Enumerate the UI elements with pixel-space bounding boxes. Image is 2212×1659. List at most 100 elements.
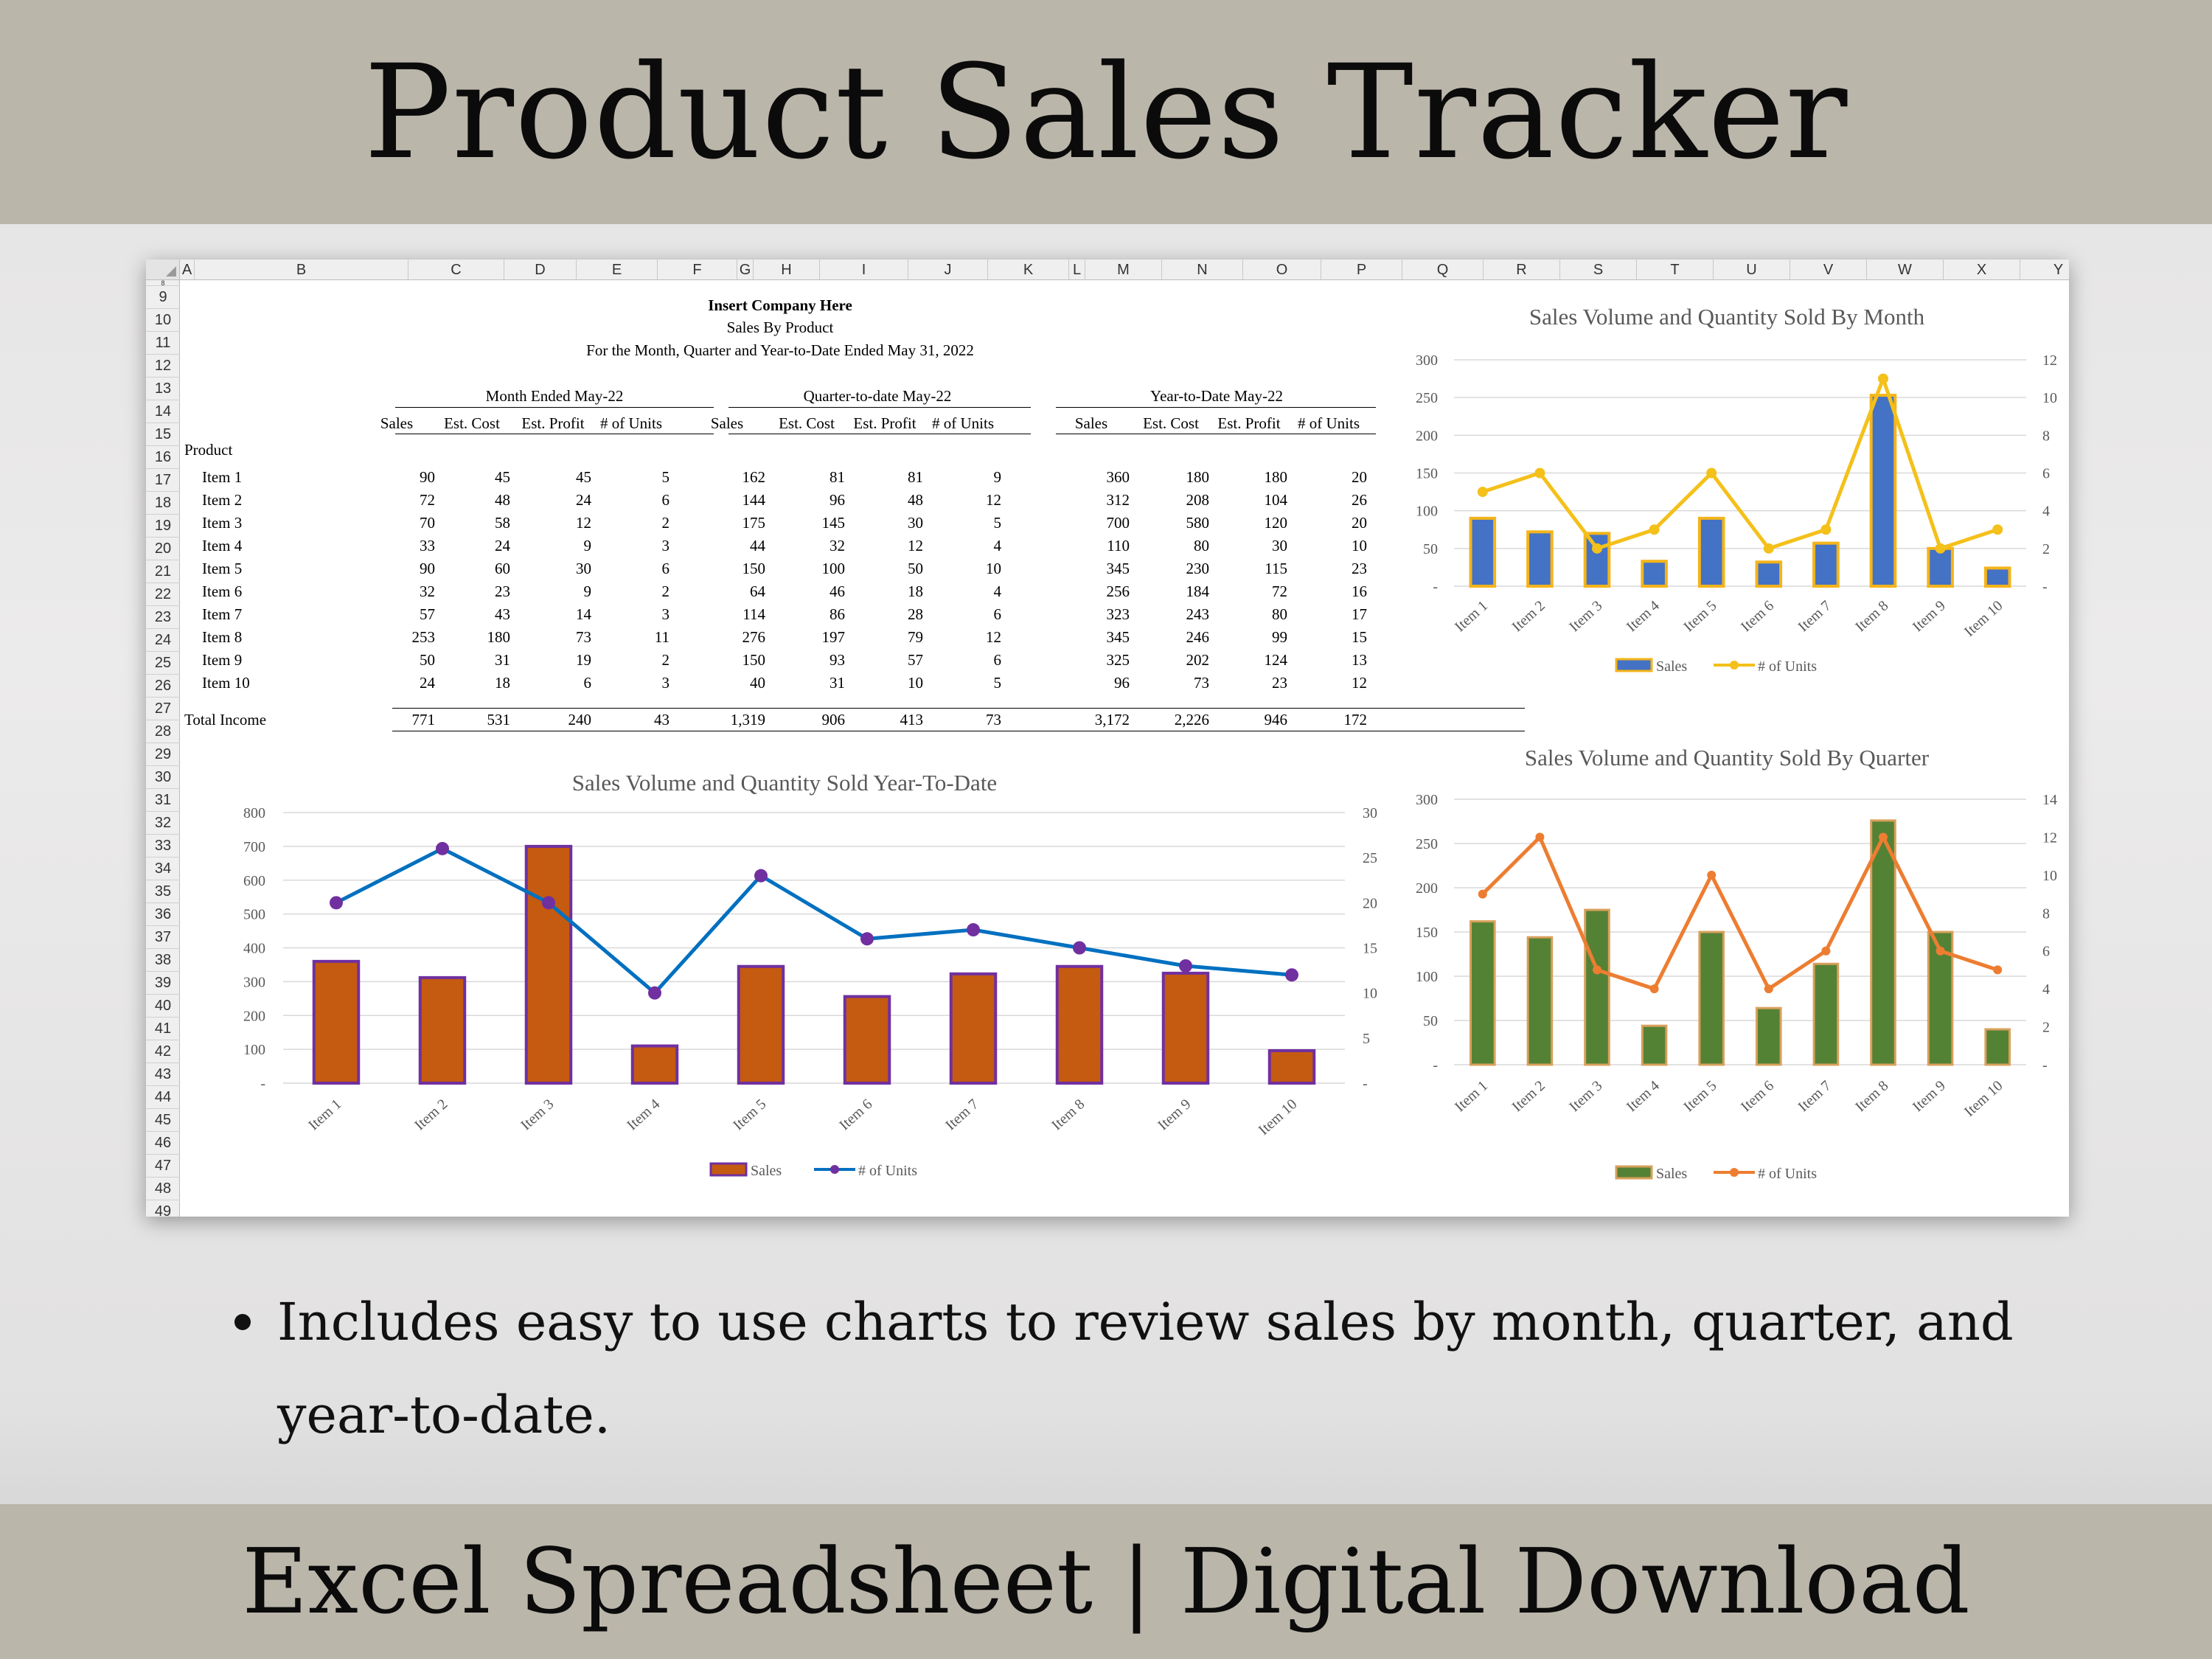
subheader-ytd-1[interactable]: Est. Cost [1143, 414, 1199, 432]
row-header-9[interactable]: 9 [146, 286, 180, 309]
cell-ytd-0[interactable]: 96 [1114, 674, 1130, 692]
cell-ytd-3[interactable]: 15 [1352, 628, 1367, 646]
cell-ytd-1[interactable]: 184 [1186, 582, 1210, 600]
units-point[interactable] [1821, 946, 1831, 956]
cell-qtd-0[interactable]: 175 [742, 514, 766, 532]
column-header-g[interactable]: G [737, 260, 754, 280]
item-name[interactable]: Item 5 [202, 560, 243, 577]
cell-qtd-0[interactable]: 150 [742, 560, 766, 577]
units-line[interactable] [1481, 832, 1998, 992]
cell-ytd-3[interactable]: 26 [1352, 491, 1367, 509]
cell-qtd-1[interactable]: 86 [830, 605, 845, 623]
cell-month-2[interactable]: 19 [576, 651, 591, 669]
cell-month-1[interactable]: 180 [487, 628, 511, 646]
cell-qtd-2[interactable]: 18 [908, 582, 923, 600]
sales-bar[interactable] [524, 844, 573, 1085]
total-month-0[interactable]: 771 [411, 711, 436, 728]
item-name[interactable]: Item 1 [202, 468, 243, 486]
cell-month-2[interactable]: 73 [576, 628, 591, 646]
cell-qtd-0[interactable]: 150 [742, 651, 766, 669]
row-header-42[interactable]: 42 [146, 1040, 180, 1063]
row-header-11[interactable]: 11 [146, 332, 180, 355]
sales-bar[interactable] [1469, 516, 1497, 588]
column-header-r[interactable]: R [1484, 260, 1560, 280]
cell-month-2[interactable]: 9 [583, 582, 592, 600]
cell-month-3[interactable]: 2 [661, 514, 670, 532]
sales-bar[interactable] [1984, 1028, 2011, 1066]
subheader-month-0[interactable]: Sales [380, 414, 414, 432]
units-point[interactable] [1706, 467, 1717, 479]
cell-qtd-2[interactable]: 57 [908, 651, 923, 669]
cell-month-2[interactable]: 14 [576, 605, 591, 623]
column-header-t[interactable]: T [1637, 260, 1714, 280]
units-point[interactable] [754, 869, 768, 883]
row-header-41[interactable]: 41 [146, 1018, 180, 1040]
cell-ytd-0[interactable]: 325 [1106, 651, 1130, 669]
row-header-39[interactable]: 39 [146, 972, 180, 995]
select-all-corner[interactable] [146, 260, 180, 280]
units-point[interactable] [967, 923, 980, 937]
units-point[interactable] [1073, 941, 1086, 955]
sales-bar[interactable] [1927, 546, 1954, 588]
cell-ytd-3[interactable]: 23 [1352, 560, 1367, 577]
cell-qtd-3[interactable]: 6 [993, 651, 1002, 669]
group-header-qtd[interactable]: Quarter-to-date May-22 [803, 387, 952, 405]
units-point[interactable] [1535, 832, 1545, 842]
sales-bar[interactable] [1055, 964, 1104, 1085]
cell-ytd-1[interactable]: 243 [1186, 605, 1210, 623]
item-name[interactable]: Item 9 [202, 651, 243, 669]
item-name[interactable]: Item 2 [202, 491, 243, 509]
cell-ytd-3[interactable]: 16 [1352, 582, 1367, 600]
total-ytd-0[interactable]: 3,172 [1094, 711, 1130, 728]
total-qtd-2[interactable]: 413 [900, 711, 924, 728]
cell-qtd-1[interactable]: 197 [821, 628, 846, 646]
row-header-32[interactable]: 32 [146, 812, 180, 835]
cell-qtd-3[interactable]: 12 [986, 628, 1001, 646]
column-header-j[interactable]: J [908, 260, 988, 280]
cell-ytd-2[interactable]: 115 [1265, 560, 1287, 577]
cell-month-3[interactable]: 11 [654, 628, 669, 646]
row-header-25[interactable]: 25 [146, 652, 180, 675]
cell-month-3[interactable]: 3 [661, 605, 670, 623]
row-header-49[interactable]: 49 [146, 1200, 180, 1217]
cell-month-0[interactable]: 33 [420, 537, 435, 554]
sales-bar[interactable] [418, 975, 467, 1085]
sales-bar[interactable] [1869, 394, 1897, 588]
total-month-1[interactable]: 531 [487, 711, 511, 728]
units-point[interactable] [1179, 959, 1192, 973]
cell-qtd-1[interactable]: 32 [830, 537, 845, 554]
column-header-b[interactable]: B [195, 260, 408, 280]
row-header-27[interactable]: 27 [146, 698, 180, 720]
sales-bar[interactable] [949, 972, 998, 1085]
cell-qtd-1[interactable]: 96 [830, 491, 845, 509]
sales-bar[interactable] [1698, 931, 1725, 1066]
row-header-23[interactable]: 23 [146, 606, 180, 629]
chart-sales-by-quarter[interactable]: Sales Volume and Quantity Sold By Quarte… [1388, 731, 2066, 1203]
cell-month-2[interactable]: 12 [576, 514, 591, 532]
column-header-f[interactable]: F [658, 260, 737, 280]
units-point[interactable] [1534, 467, 1545, 479]
sales-bar[interactable] [630, 1044, 679, 1085]
cell-ytd-2[interactable]: 80 [1272, 605, 1287, 623]
cell-month-0[interactable]: 50 [420, 651, 435, 669]
cell-month-0[interactable]: 90 [420, 468, 435, 486]
row-header-45[interactable]: 45 [146, 1109, 180, 1132]
row-header-36[interactable]: 36 [146, 903, 180, 926]
cell-qtd-1[interactable]: 31 [830, 674, 845, 692]
total-label[interactable]: Total Income [184, 711, 267, 728]
cell-ytd-2[interactable]: 23 [1272, 674, 1287, 692]
units-point[interactable] [330, 896, 343, 910]
total-qtd-0[interactable]: 1,319 [730, 711, 765, 728]
report-period[interactable]: For the Month, Quarter and Year-to-Date … [586, 341, 974, 359]
cell-month-3[interactable]: 5 [661, 468, 670, 486]
cell-month-1[interactable]: 43 [495, 605, 510, 623]
sales-bar[interactable] [1470, 920, 1496, 1066]
units-point[interactable] [1707, 870, 1717, 880]
sales-bar[interactable] [1697, 516, 1725, 588]
cell-ytd-1[interactable]: 180 [1186, 468, 1210, 486]
row-header-40[interactable]: 40 [146, 995, 180, 1018]
cell-month-0[interactable]: 57 [420, 605, 435, 623]
column-header-m[interactable]: M [1085, 260, 1162, 280]
sales-bar[interactable] [1812, 541, 1840, 588]
column-header-n[interactable]: N [1162, 260, 1243, 280]
